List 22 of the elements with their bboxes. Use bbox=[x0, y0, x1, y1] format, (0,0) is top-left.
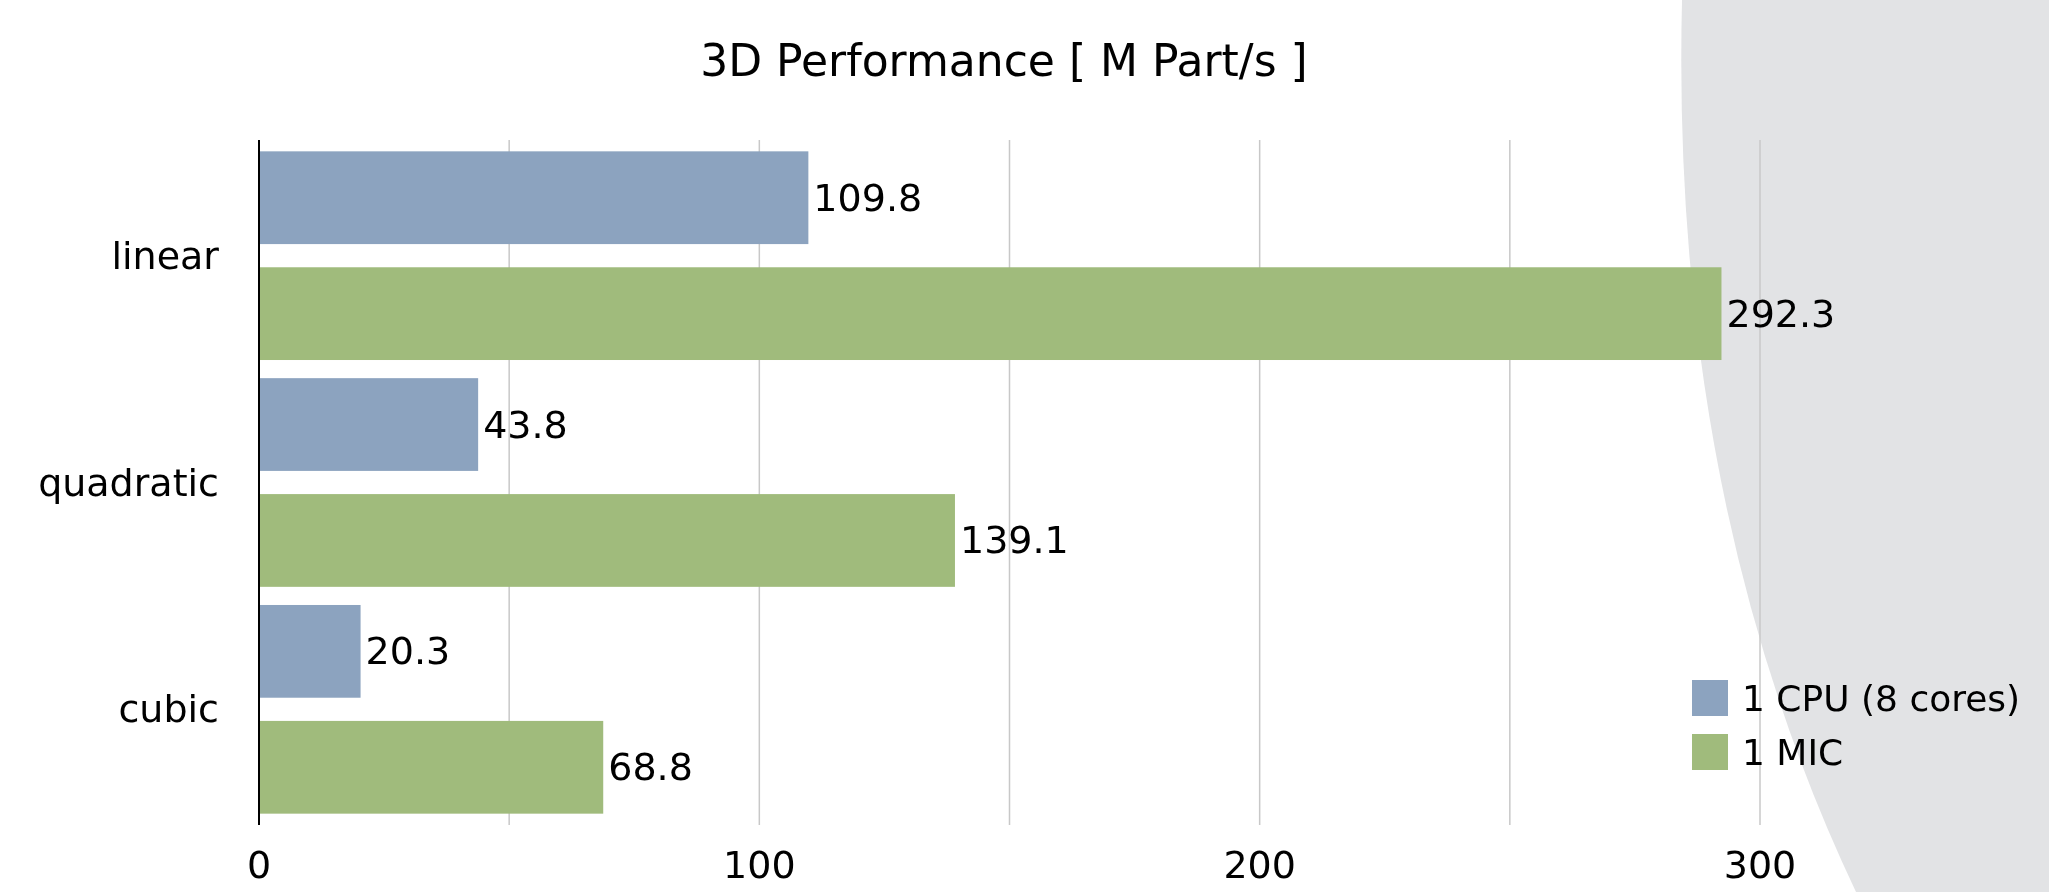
data-label: 43.8 bbox=[483, 402, 568, 447]
legend-label: 1 CPU (8 cores) bbox=[1742, 677, 2021, 719]
data-label: 139.1 bbox=[959, 518, 1069, 563]
x-tick-label: 100 bbox=[723, 843, 796, 887]
bar bbox=[259, 378, 479, 471]
data-label: 292.3 bbox=[1726, 291, 1836, 336]
y-tick-label: linear bbox=[111, 233, 220, 278]
chart-title: 3D Performance [ M Part/s ] bbox=[700, 34, 1308, 86]
bar bbox=[259, 151, 809, 245]
data-label: 68.8 bbox=[608, 745, 693, 790]
y-tick-label: cubic bbox=[118, 687, 219, 732]
bar bbox=[259, 267, 1722, 361]
y-tick-label: quadratic bbox=[38, 460, 219, 505]
legend-label: 1 MIC bbox=[1742, 731, 1844, 773]
bar bbox=[259, 494, 955, 587]
x-tick-label: 0 bbox=[246, 843, 272, 887]
x-tick-label: 200 bbox=[1223, 843, 1296, 887]
bar bbox=[259, 604, 361, 698]
x-tick-label: 300 bbox=[1723, 843, 1797, 887]
bar bbox=[259, 720, 604, 814]
data-label: 109.8 bbox=[813, 175, 923, 220]
data-label: 20.3 bbox=[365, 629, 451, 674]
